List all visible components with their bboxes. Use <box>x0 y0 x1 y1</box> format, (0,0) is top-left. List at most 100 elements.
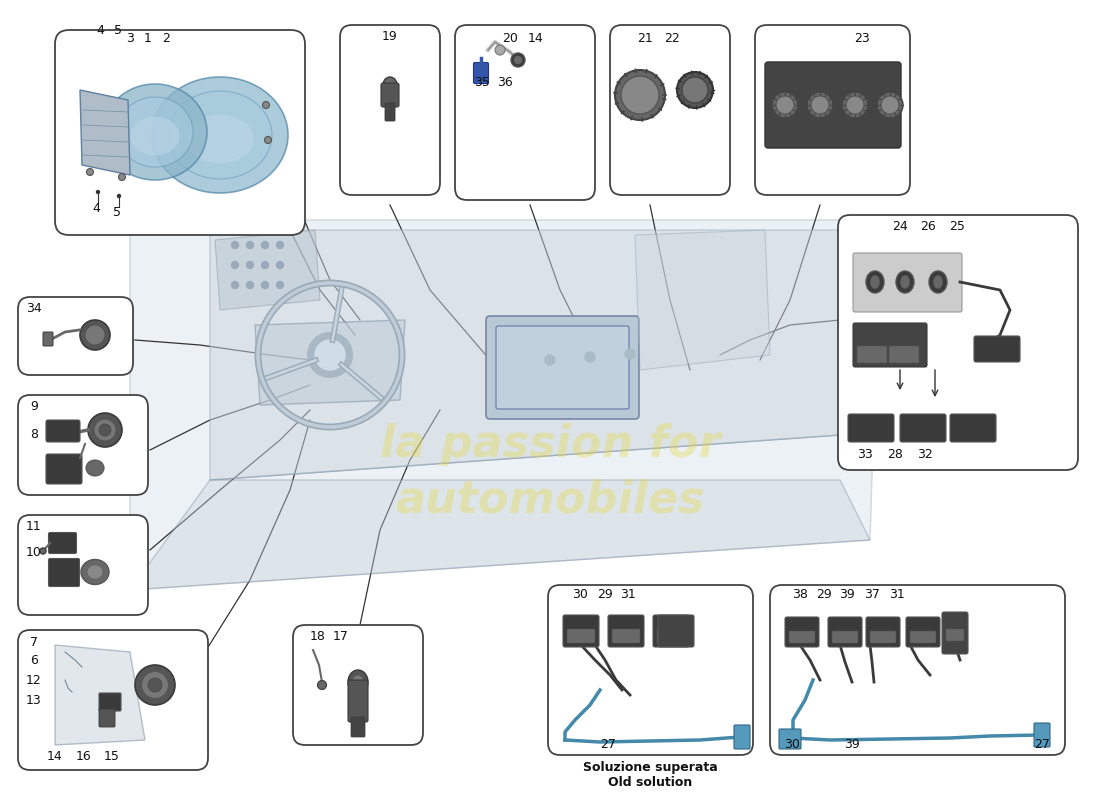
Text: 24: 24 <box>892 221 907 234</box>
FancyBboxPatch shape <box>46 420 80 442</box>
Text: 18: 18 <box>310 630 326 643</box>
Ellipse shape <box>776 96 794 114</box>
Circle shape <box>118 194 121 198</box>
Circle shape <box>263 102 270 109</box>
FancyBboxPatch shape <box>18 297 133 375</box>
FancyBboxPatch shape <box>770 585 1065 755</box>
Text: 22: 22 <box>664 31 680 45</box>
Ellipse shape <box>676 72 713 108</box>
Text: 32: 32 <box>917 449 933 462</box>
FancyBboxPatch shape <box>486 316 639 419</box>
Circle shape <box>315 340 345 370</box>
Polygon shape <box>214 230 320 310</box>
FancyBboxPatch shape <box>789 631 815 643</box>
Polygon shape <box>55 645 145 745</box>
Polygon shape <box>80 90 130 175</box>
Circle shape <box>276 262 284 269</box>
Text: 8: 8 <box>30 427 38 441</box>
Ellipse shape <box>94 419 115 441</box>
Ellipse shape <box>615 70 666 120</box>
Text: 16: 16 <box>76 750 92 762</box>
Text: 33: 33 <box>857 449 873 462</box>
FancyBboxPatch shape <box>832 631 858 643</box>
Text: 36: 36 <box>497 75 513 89</box>
Text: 34: 34 <box>26 302 42 315</box>
Circle shape <box>40 548 46 554</box>
Ellipse shape <box>877 92 903 118</box>
FancyBboxPatch shape <box>610 25 730 195</box>
Text: 12: 12 <box>26 674 42 686</box>
FancyBboxPatch shape <box>852 323 927 367</box>
Text: 39: 39 <box>844 738 860 751</box>
Circle shape <box>264 137 272 143</box>
Text: 38: 38 <box>792 589 807 602</box>
Ellipse shape <box>135 665 175 705</box>
Circle shape <box>87 169 94 175</box>
Text: 28: 28 <box>887 449 903 462</box>
Text: 29: 29 <box>597 589 613 602</box>
FancyBboxPatch shape <box>764 62 901 148</box>
FancyBboxPatch shape <box>348 680 369 722</box>
FancyBboxPatch shape <box>473 62 488 83</box>
FancyBboxPatch shape <box>351 717 365 737</box>
FancyBboxPatch shape <box>55 30 305 235</box>
Text: 14: 14 <box>47 750 63 762</box>
Ellipse shape <box>383 77 397 93</box>
FancyBboxPatch shape <box>653 615 689 647</box>
Text: 31: 31 <box>620 589 636 602</box>
Ellipse shape <box>682 77 708 103</box>
Circle shape <box>246 242 253 249</box>
Circle shape <box>308 333 352 377</box>
FancyBboxPatch shape <box>779 729 801 749</box>
FancyBboxPatch shape <box>852 253 962 312</box>
Text: automobiles: automobiles <box>395 478 705 522</box>
Circle shape <box>262 262 268 269</box>
Circle shape <box>585 352 595 362</box>
FancyBboxPatch shape <box>755 25 910 195</box>
Circle shape <box>231 262 239 269</box>
Text: 4: 4 <box>96 23 103 37</box>
Polygon shape <box>635 230 770 370</box>
FancyBboxPatch shape <box>608 615 644 647</box>
Text: 10: 10 <box>26 546 42 558</box>
FancyBboxPatch shape <box>838 215 1078 470</box>
FancyBboxPatch shape <box>848 414 894 442</box>
Circle shape <box>276 242 284 249</box>
Text: 2: 2 <box>162 31 169 45</box>
Text: Soluzione superata: Soluzione superata <box>583 762 717 774</box>
Ellipse shape <box>811 96 829 114</box>
Circle shape <box>97 190 99 194</box>
Circle shape <box>231 242 239 249</box>
Polygon shape <box>210 230 840 480</box>
Ellipse shape <box>933 275 943 289</box>
Text: 14: 14 <box>528 31 543 45</box>
Ellipse shape <box>148 678 162 692</box>
Circle shape <box>231 282 239 289</box>
FancyBboxPatch shape <box>1034 723 1050 747</box>
Circle shape <box>512 53 525 67</box>
Text: 13: 13 <box>26 694 42 706</box>
Text: 4: 4 <box>92 202 100 214</box>
Text: 39: 39 <box>839 589 855 602</box>
Text: 27: 27 <box>601 738 616 751</box>
FancyBboxPatch shape <box>18 630 208 770</box>
FancyBboxPatch shape <box>950 414 996 442</box>
Ellipse shape <box>117 97 192 167</box>
Ellipse shape <box>930 271 947 293</box>
Ellipse shape <box>142 671 168 698</box>
FancyBboxPatch shape <box>612 629 640 643</box>
FancyBboxPatch shape <box>906 617 940 647</box>
Ellipse shape <box>807 92 833 118</box>
FancyBboxPatch shape <box>828 617 862 647</box>
FancyBboxPatch shape <box>734 725 750 749</box>
FancyBboxPatch shape <box>340 25 440 195</box>
Text: 23: 23 <box>854 31 870 45</box>
Ellipse shape <box>842 92 868 118</box>
FancyBboxPatch shape <box>48 533 77 554</box>
Ellipse shape <box>85 325 104 345</box>
Text: 5: 5 <box>113 206 121 218</box>
Text: 31: 31 <box>889 589 905 602</box>
Text: Old solution: Old solution <box>608 775 692 789</box>
FancyBboxPatch shape <box>658 615 694 647</box>
FancyBboxPatch shape <box>900 414 946 442</box>
